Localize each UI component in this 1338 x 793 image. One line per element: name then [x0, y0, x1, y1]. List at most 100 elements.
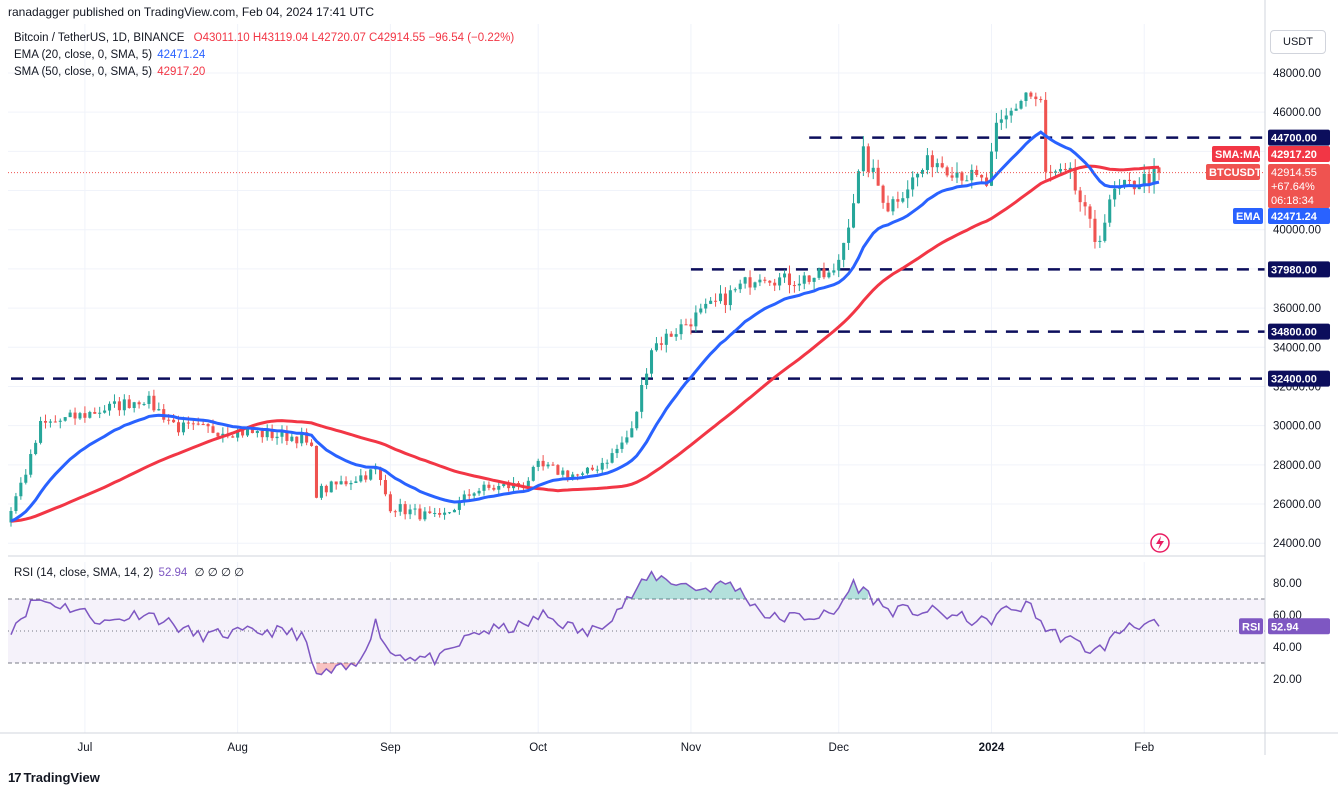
price-tick-label: 24000.00	[1273, 538, 1321, 550]
candle	[300, 427, 304, 447]
candle	[349, 480, 353, 491]
rsi-tick-label: 80.00	[1273, 578, 1302, 590]
candle	[1088, 204, 1092, 228]
rsi-tick-label: 20.00	[1273, 674, 1302, 686]
candle	[856, 169, 860, 204]
candle	[654, 337, 658, 352]
candle	[994, 113, 998, 159]
candle	[866, 143, 870, 178]
candle	[787, 265, 791, 294]
candle	[482, 481, 486, 496]
candle	[457, 496, 461, 515]
candle	[763, 276, 767, 284]
candle	[423, 507, 427, 522]
candle	[920, 168, 925, 178]
time-tick-label: Dec	[829, 742, 850, 754]
candle	[428, 506, 432, 515]
sma-legend-value: 42917.20	[157, 66, 206, 78]
candle	[792, 281, 796, 293]
candle	[807, 275, 811, 285]
rsi-extreme-fill	[843, 579, 869, 599]
level-price-tag: 34800.00	[1268, 323, 1330, 340]
candle	[388, 491, 392, 514]
candle	[797, 275, 801, 292]
ohlc-values: O43011.10 H43119.04 L42720.07 C42914.55 …	[193, 32, 515, 44]
candle	[413, 503, 417, 516]
candle	[871, 159, 875, 180]
candle	[620, 436, 624, 453]
candle	[812, 277, 816, 290]
candle	[1024, 91, 1028, 107]
candle	[364, 471, 368, 483]
candle	[112, 394, 116, 408]
candle	[861, 136, 865, 176]
candle	[758, 274, 762, 287]
candle	[108, 401, 112, 416]
candle	[452, 508, 456, 513]
candle	[640, 378, 644, 419]
ema-legend[interactable]: EMA (20, close, 0, SMA, 5) 42471.24	[14, 49, 205, 61]
candle	[1113, 181, 1117, 207]
candle	[285, 425, 289, 446]
rsi-legend-extra: ∅ ∅ ∅ ∅	[194, 567, 245, 579]
candle	[945, 165, 949, 178]
candle	[1137, 177, 1141, 190]
candle	[1078, 186, 1082, 212]
candle	[694, 305, 698, 332]
candle	[851, 193, 856, 229]
candle	[728, 285, 732, 311]
candle	[743, 276, 747, 289]
candle	[447, 511, 452, 515]
candle	[881, 184, 885, 209]
symbol-title: Bitcoin / TetherUS, 1D, BINANCE	[14, 32, 185, 44]
candle	[433, 507, 437, 517]
candle	[768, 280, 772, 286]
candle	[1083, 194, 1087, 216]
rsi-legend[interactable]: RSI (14, close, SMA, 14, 2) 52.94 ∅ ∅ ∅ …	[14, 565, 244, 579]
candle	[231, 434, 235, 438]
candle	[152, 389, 156, 413]
candle	[581, 471, 585, 477]
candle	[906, 180, 910, 208]
candle	[531, 465, 535, 482]
candle	[359, 468, 363, 483]
candle	[738, 279, 742, 293]
candle	[590, 464, 594, 471]
price-tick-label: 28000.00	[1273, 460, 1321, 472]
ema-name-tag: EMA	[1233, 208, 1263, 224]
candle	[827, 270, 831, 279]
candle	[270, 424, 274, 441]
candle	[1014, 103, 1018, 111]
rsi-pane	[8, 555, 1265, 676]
candle	[669, 331, 673, 337]
currency-button[interactable]: USDT	[1270, 30, 1326, 54]
svg-text:06:18:34: 06:18:34	[1271, 195, 1314, 207]
candle	[649, 348, 654, 378]
sma-legend[interactable]: SMA (50, close, 0, SMA, 5) 42917.20	[14, 66, 205, 78]
rsi-legend-label: RSI (14, close, SMA, 14, 2)	[14, 567, 154, 579]
candle	[561, 467, 565, 478]
rsi-extreme-fill	[626, 571, 746, 599]
candle	[157, 402, 161, 411]
candle	[127, 394, 131, 409]
svg-text:BTCUSDT: BTCUSDT	[1209, 167, 1262, 179]
tradingview-logo: 17 TradingView	[8, 770, 100, 785]
candle	[73, 407, 77, 425]
candle	[723, 287, 727, 314]
candle	[546, 461, 550, 469]
level-price-tag: 32400.00	[1268, 370, 1330, 387]
candle	[438, 508, 442, 518]
candle	[689, 318, 693, 335]
candle	[1034, 92, 1038, 107]
candle	[1147, 168, 1151, 194]
candle	[34, 440, 38, 456]
time-tick-label: Oct	[529, 742, 548, 754]
candle	[29, 449, 33, 478]
candle	[334, 481, 338, 490]
rsi-value-tag: 52.94	[1268, 618, 1330, 635]
candle	[280, 425, 284, 444]
rsi-tick-label: 40.00	[1273, 642, 1302, 654]
brand-name: TradingView	[23, 770, 100, 785]
candle	[822, 262, 826, 280]
